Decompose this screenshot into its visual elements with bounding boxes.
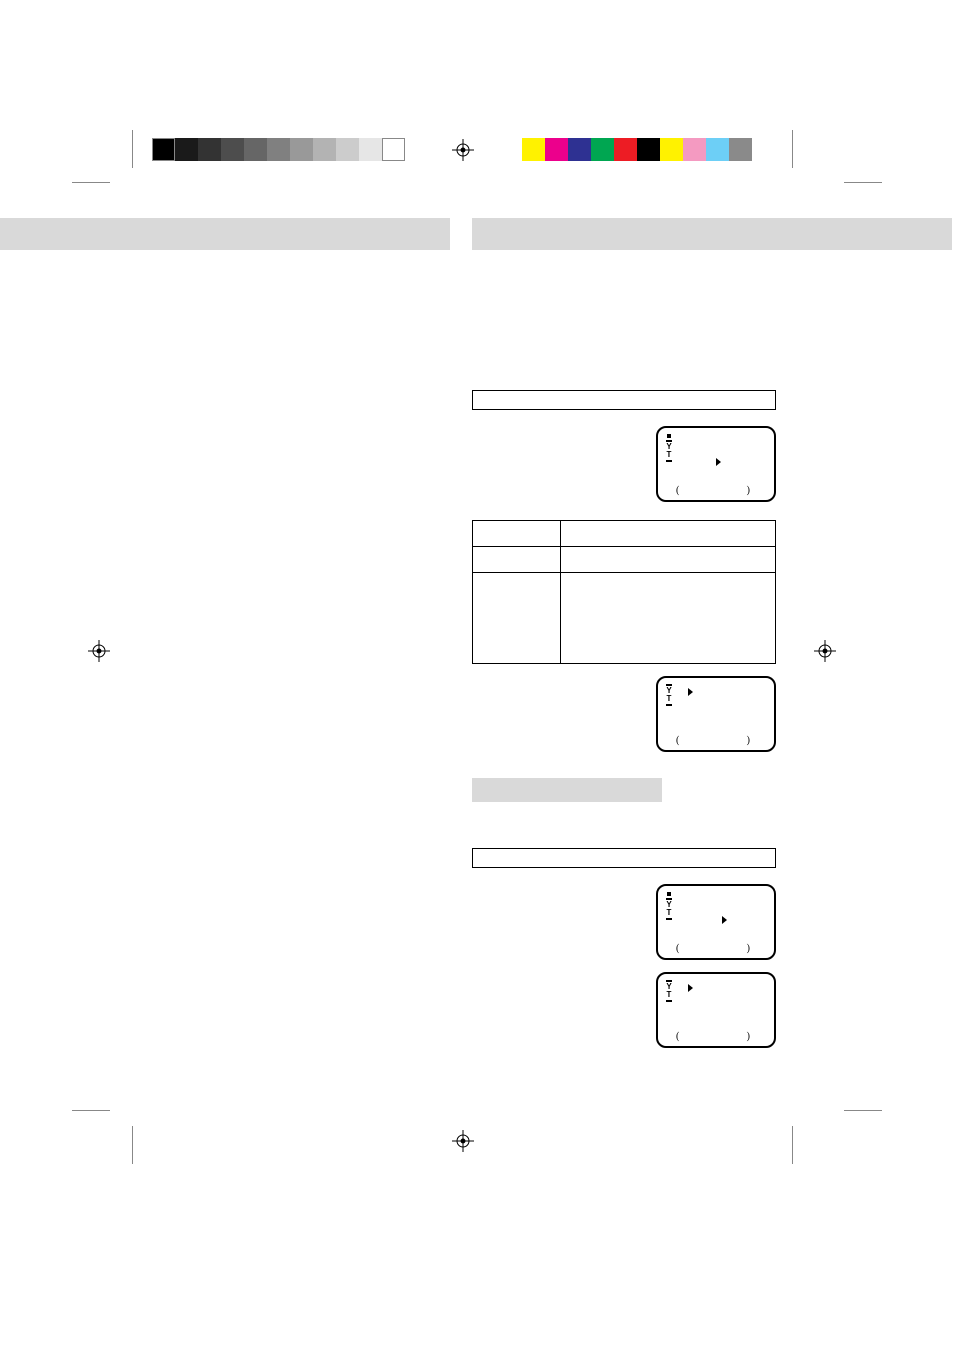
gray-swatch (267, 138, 290, 161)
lcd-icon-stack: Y T (666, 434, 672, 462)
t-glyph-icon: T (667, 992, 672, 998)
crop-mark (844, 1110, 882, 1111)
color-swatch (591, 138, 614, 161)
gray-swatch (382, 138, 405, 161)
lcd-screen-4: Y T ( ) (656, 972, 776, 1048)
lcd-screen-2: Y T ( ) (656, 676, 776, 752)
option-table (472, 520, 776, 664)
dash-icon (666, 460, 672, 462)
right-column-header (472, 218, 952, 250)
left-column (0, 218, 380, 250)
paren-left: ( (676, 485, 679, 496)
paren-left: ( (676, 1031, 679, 1042)
page-frame: Y T ( ) (72, 130, 882, 1210)
left-column-header (0, 218, 450, 250)
t-glyph-icon: T (667, 910, 672, 916)
paren-right: ) (747, 943, 750, 954)
paren-right: ) (747, 485, 750, 496)
table-row (473, 573, 775, 663)
color-swatch (683, 138, 706, 161)
triangle-cursor-icon (716, 458, 721, 466)
triangle-cursor-icon (722, 916, 727, 924)
gray-swatch (152, 138, 175, 161)
crop-mark (792, 130, 793, 168)
table-row (473, 547, 775, 573)
triangle-cursor-icon (688, 984, 693, 992)
crop-mark (132, 130, 133, 168)
lcd-icon-stack: Y T (666, 980, 672, 1002)
gray-swatch (198, 138, 221, 161)
lcd-icon-stack: Y T (666, 892, 672, 920)
paren-right: ) (747, 735, 750, 746)
gray-swatch (290, 138, 313, 161)
color-swatch (614, 138, 637, 161)
table-cell (473, 547, 561, 573)
lcd-screen-3: Y T ( ) (656, 884, 776, 960)
gray-swatch (336, 138, 359, 161)
crop-mark (72, 182, 110, 183)
color-swatch (637, 138, 660, 161)
lcd-icon-stack: Y T (666, 684, 672, 706)
dash-icon (666, 918, 672, 920)
crop-mark (132, 1126, 133, 1164)
registration-mark-icon (88, 640, 110, 662)
table-row (473, 521, 775, 547)
lcd-screen-1: Y T ( ) (656, 426, 776, 502)
table-cell (473, 573, 561, 663)
crop-mark (792, 1126, 793, 1164)
paren-right: ) (747, 1031, 750, 1042)
color-swatch (729, 138, 752, 161)
color-swatch (568, 138, 591, 161)
color-swatch (660, 138, 683, 161)
color-swatch (545, 138, 568, 161)
table-cell (561, 547, 775, 573)
grayscale-calibration-bar (152, 138, 405, 161)
gray-swatch (244, 138, 267, 161)
t-glyph-icon: T (667, 696, 672, 702)
section-rule-box (472, 848, 776, 868)
t-glyph-icon: T (667, 452, 672, 458)
right-column: Y T ( ) (472, 218, 852, 1048)
color-swatch (706, 138, 729, 161)
dash-icon (666, 1000, 672, 1002)
gray-swatch (175, 138, 198, 161)
table-cell (561, 521, 775, 547)
registration-mark-icon (452, 139, 474, 161)
table-cell (473, 521, 561, 547)
section-rule-box (472, 390, 776, 410)
color-calibration-bar (522, 138, 752, 161)
square-icon (667, 892, 671, 896)
registration-mark-icon (452, 1130, 474, 1152)
gray-subheading (472, 778, 662, 802)
crop-mark (72, 1110, 110, 1111)
crop-mark (844, 182, 882, 183)
color-swatch (522, 138, 545, 161)
paren-left: ( (676, 943, 679, 954)
square-icon (667, 434, 671, 438)
table-cell (561, 573, 775, 663)
paren-left: ( (676, 735, 679, 746)
triangle-cursor-icon (688, 688, 693, 696)
dash-icon (666, 704, 672, 706)
gray-swatch (221, 138, 244, 161)
gray-swatch (359, 138, 382, 161)
gray-swatch (313, 138, 336, 161)
